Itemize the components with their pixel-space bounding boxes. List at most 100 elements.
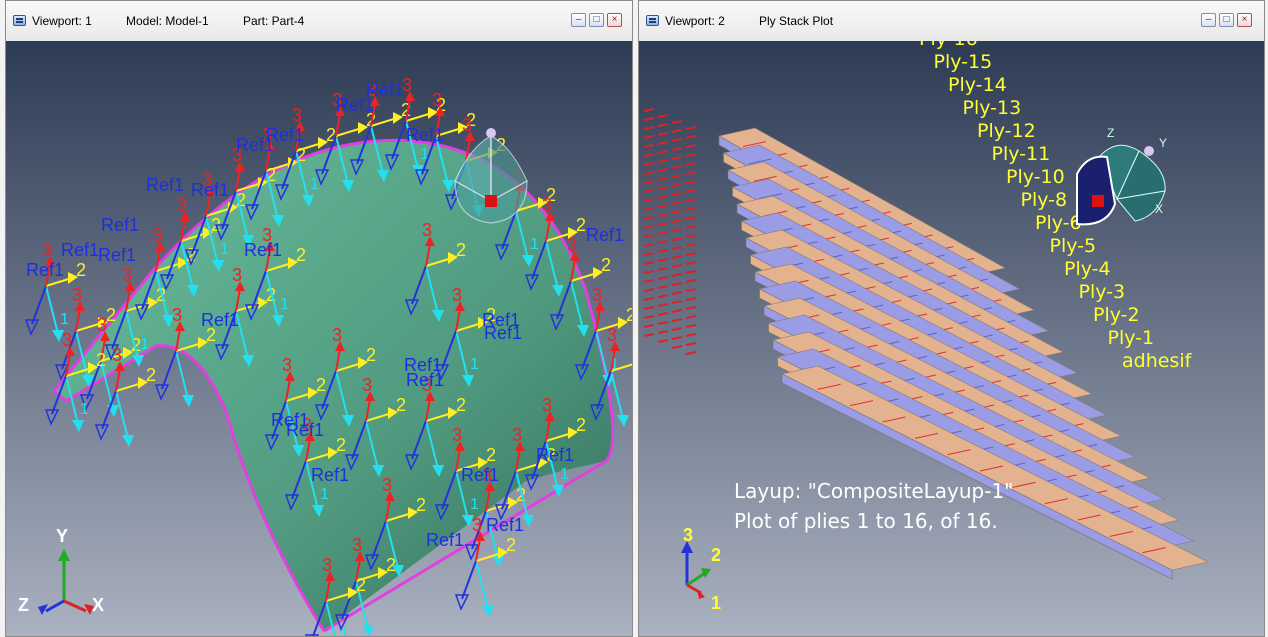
ply-stack-plot[interactable] <box>718 127 1209 580</box>
arrow-blue-head <box>79 394 95 411</box>
arrow-2 <box>515 202 543 212</box>
arrow-cluster: 23 <box>414 90 476 192</box>
arrow-blue <box>281 150 297 190</box>
ply-hatch-line <box>1142 547 1166 554</box>
arrow-3 <box>335 113 341 137</box>
ref1-label: Ref1 <box>311 465 349 485</box>
thickness-tick <box>657 168 669 172</box>
arrow-cluster: 23 <box>264 355 326 457</box>
arrow-3-head <box>545 411 555 421</box>
arrow-2-head <box>508 497 518 509</box>
ref1-label: Ref1 <box>406 125 444 145</box>
arrow-3-head <box>455 301 465 311</box>
ply-label: adhesif <box>1122 350 1193 372</box>
thickness-tick <box>657 204 669 208</box>
ref1-label: Ref1 <box>404 355 442 375</box>
arrow-1-head <box>132 355 144 367</box>
arrow-2 <box>65 367 93 377</box>
arrow-3 <box>610 348 616 372</box>
maximize-button[interactable]: □ <box>1219 13 1234 27</box>
thickness-tick <box>671 318 683 322</box>
arrow-3 <box>155 248 161 272</box>
arrow-3-head <box>485 481 495 491</box>
triad-z-label: Z <box>18 595 29 615</box>
arrow-2-head <box>358 122 368 134</box>
thickness-tick <box>671 183 683 187</box>
thickness-tick <box>685 315 697 319</box>
axis-2-label: 2 <box>76 260 86 280</box>
thickness-tick <box>685 261 697 265</box>
viewport-2-canvas[interactable]: Ply-16Ply-15Ply-14Ply-13Ply-12Ply-11Ply-… <box>639 41 1264 636</box>
viewport-2-window[interactable]: Viewport: 2 Ply Stack Plot – □ × Ply-16P <box>638 0 1265 637</box>
arrow-blue-head <box>494 244 510 261</box>
thickness-tick <box>671 210 683 214</box>
arrow-1-head <box>272 315 284 327</box>
minimize-button[interactable]: – <box>571 13 586 27</box>
close-button[interactable]: × <box>607 13 622 27</box>
arrow-1 <box>570 280 584 330</box>
axis-3-label: 3 <box>432 90 442 110</box>
arrow-blue <box>31 285 47 325</box>
ply-hatch-line <box>817 383 841 390</box>
viewport-1-window[interactable]: Viewport: 1 Model: Model-1 Part: Part-4 … <box>5 0 633 637</box>
axis-3-label: 3 <box>62 330 72 350</box>
arrow-1 <box>425 420 439 470</box>
arrow-cluster: 23 <box>549 235 611 337</box>
axis-1-label: 1 <box>310 176 319 193</box>
arrow-2-head <box>203 227 213 239</box>
arrow-2 <box>175 342 203 352</box>
arrow-cluster: 231 <box>384 75 446 177</box>
arrow-2-head <box>138 377 148 389</box>
arrow-blue <box>441 330 457 370</box>
axis-2-label: 2 <box>546 445 556 465</box>
axis-3-label: 3 <box>352 535 362 555</box>
arrow-2 <box>335 362 363 372</box>
viewport-1-titlebar[interactable]: Viewport: 1 Model: Model-1 Part: Part-4 … <box>6 1 632 42</box>
thickness-tick <box>657 285 669 289</box>
thickness-tick <box>671 147 683 151</box>
thickness-tick <box>671 309 683 313</box>
arrow-blue-head <box>214 344 230 361</box>
arrow-blue <box>351 420 367 460</box>
thickness-tick <box>671 120 683 124</box>
arrow-2 <box>370 117 398 127</box>
arrow-1 <box>325 600 336 636</box>
arrow-2 <box>295 142 323 152</box>
ply-label: Ply-11 <box>992 143 1051 165</box>
arrow-1-head <box>342 415 354 427</box>
arrow-3 <box>175 328 181 352</box>
arrow-3-head <box>515 441 525 451</box>
axis-1-label: 1 <box>420 146 429 163</box>
viewport-2-titlebar[interactable]: Viewport: 2 Ply Stack Plot – □ × <box>639 1 1264 42</box>
axis-2-label: 2 <box>186 245 196 265</box>
arrow-1-head <box>552 485 564 497</box>
arrow-1 <box>265 270 279 320</box>
thickness-tick <box>657 339 669 343</box>
arrow-2 <box>335 127 363 137</box>
thickness-tick <box>657 132 669 136</box>
ply-hatch-line <box>849 400 874 407</box>
axis-2-label: 2 <box>396 395 406 415</box>
minimize-button[interactable]: – <box>1201 13 1216 27</box>
arrow-blue-head <box>154 384 170 401</box>
ply-hatch-line <box>748 158 772 165</box>
arrow-blue <box>581 330 597 370</box>
ply-label: Ply-12 <box>977 120 1036 142</box>
window-menu-icon[interactable] <box>13 15 26 26</box>
arrow-blue-head <box>159 274 175 291</box>
viewport-1-canvas[interactable]: 2312323231232323123232312323231232323123… <box>6 41 632 636</box>
ply-hatch-line <box>882 416 906 423</box>
arrow-blue-head <box>444 194 460 211</box>
ref1-label: Ref1 <box>266 125 304 145</box>
thickness-tick <box>657 294 669 298</box>
close-button[interactable]: × <box>1237 13 1252 27</box>
maximize-button[interactable]: □ <box>589 13 604 27</box>
thickness-tick <box>671 336 683 340</box>
arrow-3-head <box>455 441 465 451</box>
arrow-2-head <box>348 587 358 599</box>
arrow-blue <box>86 360 102 400</box>
arrow-blue <box>391 120 407 160</box>
window-menu-icon[interactable] <box>646 15 659 26</box>
part-name-label: Part: Part-4 <box>243 14 305 28</box>
arrow-3 <box>455 308 461 332</box>
